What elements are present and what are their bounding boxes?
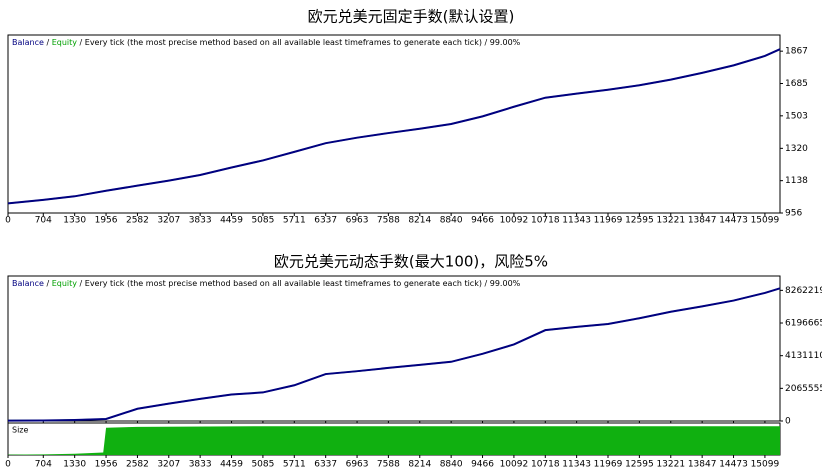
size-area <box>8 426 780 455</box>
x-tick-label: 14473 <box>719 216 748 226</box>
x-tick-label: 1330 <box>63 216 86 226</box>
x-tick-label: 13221 <box>656 216 685 226</box>
x-tick-label: 6963 <box>346 460 369 470</box>
legend-entry: Balance <box>12 279 44 288</box>
x-tick-label: 7588 <box>377 216 400 226</box>
x-tick-label: 5085 <box>251 460 274 470</box>
x-tick-label: 9466 <box>471 216 494 226</box>
x-tick-label: 2582 <box>126 216 149 226</box>
y-tick-label: 4131110 <box>785 351 822 361</box>
legend-entry: Equity <box>52 38 78 47</box>
y-tick-label: 956 <box>785 209 802 219</box>
x-tick-label: 10092 <box>500 460 529 470</box>
x-tick-label: 8214 <box>408 216 431 226</box>
legend: Balance / Equity / Every tick (the most … <box>12 279 521 288</box>
plot-area <box>7 275 781 422</box>
plot-area <box>7 34 781 214</box>
legend-entry: Equity <box>52 279 78 288</box>
x-tick-label: 1956 <box>95 460 118 470</box>
x-tick-label: 13221 <box>656 460 685 470</box>
y-tick-label: 6196665 <box>785 319 822 329</box>
x-tick-label: 15099 <box>751 216 780 226</box>
legend-separator: / <box>482 279 490 288</box>
x-tick-label: 11969 <box>594 216 623 226</box>
x-tick-label: 10092 <box>500 216 529 226</box>
x-tick-label: 5711 <box>283 216 306 226</box>
legend-separator: / <box>482 38 490 47</box>
x-tick-label: 0 <box>5 460 11 470</box>
x-tick-label: 704 <box>35 460 52 470</box>
x-tick-label: 1330 <box>63 460 86 470</box>
x-tick-label: 6337 <box>314 216 337 226</box>
x-tick-label: 5711 <box>283 460 306 470</box>
x-tick-label: 11969 <box>594 460 623 470</box>
x-tick-label: 3207 <box>157 460 180 470</box>
legend-entry: Every tick (the most precise method base… <box>85 38 482 47</box>
legend-separator: / <box>77 38 85 47</box>
x-tick-label: 7588 <box>377 460 400 470</box>
y-tick-label: 1685 <box>785 79 808 89</box>
legend-entry: Balance <box>12 38 44 47</box>
chart-title: 欧元兑美元动态手数(最大100)，风险5% <box>274 253 548 271</box>
x-tick-label: 8840 <box>440 216 463 226</box>
legend-separator: / <box>44 38 52 47</box>
y-tick-label: 8262219 <box>785 286 822 296</box>
x-tick-label: 6337 <box>314 460 337 470</box>
chart-title: 欧元兑美元固定手数(默认设置) <box>308 8 515 26</box>
legend-entry: Every tick (the most precise method base… <box>85 279 482 288</box>
x-tick-label: 8840 <box>440 460 463 470</box>
legend-entry: 99.00% <box>490 279 521 288</box>
x-tick-label: 15099 <box>751 460 780 470</box>
x-tick-label: 0 <box>5 216 11 226</box>
x-tick-label: 3833 <box>189 216 212 226</box>
x-tick-label: 2582 <box>126 460 149 470</box>
x-tick-label: 10718 <box>531 460 560 470</box>
y-tick-label: 1867 <box>785 47 808 57</box>
y-tick-label: 1503 <box>785 111 808 121</box>
legend-entry: 99.00% <box>490 38 521 47</box>
y-tick-label: 1320 <box>785 144 808 154</box>
legend: Balance / Equity / Every tick (the most … <box>12 38 521 47</box>
x-tick-label: 3207 <box>157 216 180 226</box>
x-tick-label: 11343 <box>562 460 591 470</box>
x-tick-label: 6963 <box>346 216 369 226</box>
series-line <box>7 287 781 422</box>
x-tick-label: 4459 <box>220 216 243 226</box>
series-line <box>7 48 781 205</box>
y-tick-label: 0 <box>785 417 791 427</box>
x-tick-label: 11343 <box>562 216 591 226</box>
x-tick-label: 10718 <box>531 216 560 226</box>
x-tick-label: 3833 <box>189 460 212 470</box>
x-tick-label: 8214 <box>408 460 431 470</box>
x-tick-label: 4459 <box>220 460 243 470</box>
legend-separator: / <box>77 279 85 288</box>
x-tick-label: 12595 <box>625 216 654 226</box>
x-tick-label: 9466 <box>471 460 494 470</box>
x-tick-label: 5085 <box>251 216 274 226</box>
y-tick-label: 1138 <box>785 176 808 186</box>
legend-separator: / <box>44 279 52 288</box>
x-tick-label: 12595 <box>625 460 654 470</box>
x-tick-label: 704 <box>35 216 52 226</box>
y-tick-label: 2065555 <box>785 384 822 394</box>
x-tick-label: 1956 <box>95 216 118 226</box>
x-tick-label: 13847 <box>688 460 717 470</box>
panel-label: Size <box>12 426 29 435</box>
x-tick-label: 14473 <box>719 460 748 470</box>
x-tick-label: 13847 <box>688 216 717 226</box>
